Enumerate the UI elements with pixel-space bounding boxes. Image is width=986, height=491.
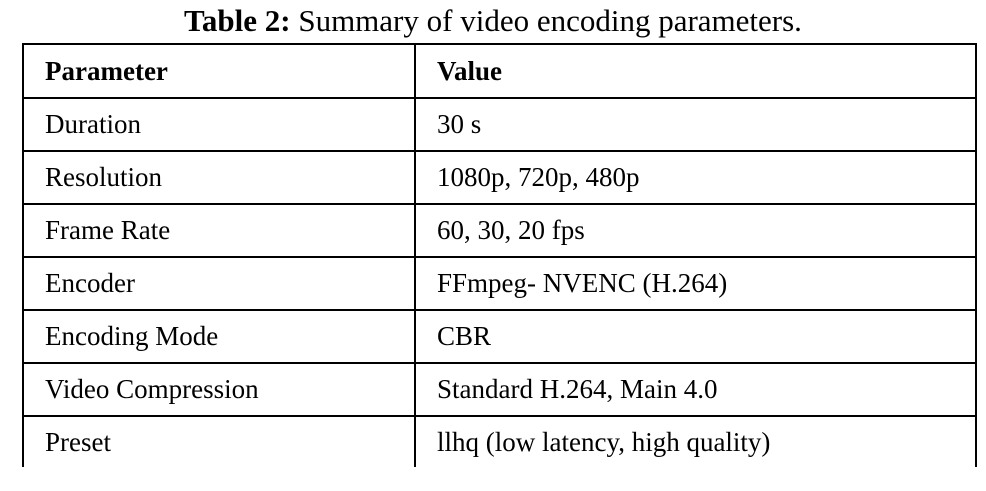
table-caption-text: Summary of video encoding parameters. (290, 3, 802, 38)
table-row: Preset llhq (low latency, high quality) (22, 415, 977, 467)
parameter-cell: Video Compression (22, 362, 416, 417)
value-cell: FFmpeg- NVENC (H.264) (414, 256, 977, 311)
parameter-cell: Frame Rate (22, 203, 416, 258)
parameter-cell: Encoder (22, 256, 416, 311)
parameter-cell: Preset (22, 415, 416, 467)
value-cell: CBR (414, 309, 977, 364)
table-row: Resolution 1080p, 720p, 480p (22, 150, 977, 205)
parameter-cell: Resolution (22, 150, 416, 205)
parameter-cell: Encoding Mode (22, 309, 416, 364)
value-cell: Standard H.264, Main 4.0 (414, 362, 977, 417)
parameter-cell: Duration (22, 97, 416, 152)
table-caption: Table 2: Summary of video encoding param… (0, 2, 986, 40)
table-row: Duration 30 s (22, 97, 977, 152)
value-cell: 30 s (414, 97, 977, 152)
table-row: Frame Rate 60, 30, 20 fps (22, 203, 977, 258)
encoding-parameters-table: Parameter Value Duration 30 s Resolution… (22, 43, 977, 467)
value-cell: 1080p, 720p, 480p (414, 150, 977, 205)
table-row: Video Compression Standard H.264, Main 4… (22, 362, 977, 417)
table-row: Encoder FFmpeg- NVENC (H.264) (22, 256, 977, 311)
table-header-row: Parameter Value (22, 43, 977, 99)
column-header-value: Value (414, 43, 977, 99)
value-cell: llhq (low latency, high quality) (414, 415, 977, 467)
table-row: Encoding Mode CBR (22, 309, 977, 364)
table-caption-label: Table 2: (184, 3, 291, 38)
value-cell: 60, 30, 20 fps (414, 203, 977, 258)
column-header-parameter: Parameter (22, 43, 416, 99)
